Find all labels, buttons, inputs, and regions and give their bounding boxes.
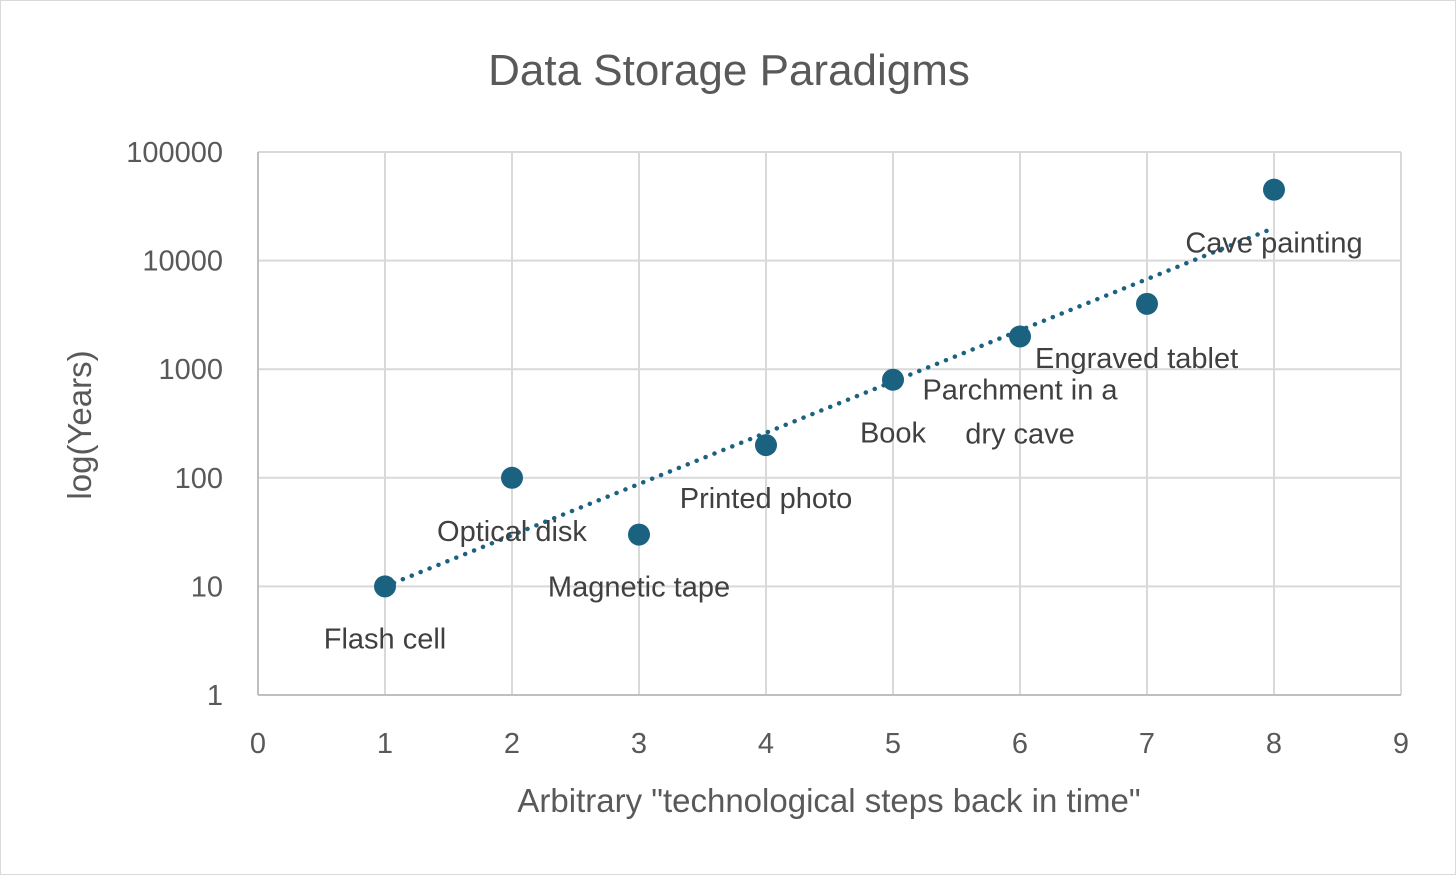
point-label: Magnetic tape (548, 572, 730, 604)
data-point (374, 575, 396, 598)
y-tick-label: 100000 (126, 137, 223, 169)
x-tick-label: 6 (1012, 728, 1028, 760)
x-tick-label: 4 (758, 728, 774, 760)
x-tick-label: 2 (504, 728, 520, 760)
point-labels: Flash cell Optical disk Magnetic tape Print… (324, 228, 1363, 656)
y-tick-label: 1000 (158, 354, 223, 386)
trendline-layer (382, 225, 1277, 589)
point-label-line: Parchment in a (922, 375, 1118, 407)
x-tick-label: 7 (1139, 728, 1155, 760)
data-points (374, 178, 1285, 598)
x-tick-label: 8 (1266, 728, 1282, 760)
y-axis-label: log(Years) (61, 350, 98, 499)
y-tick-label: 1 (207, 680, 223, 712)
chart-title: Data Storage Paradigms (488, 46, 970, 95)
point-label: Flash cell (324, 623, 447, 655)
y-axis-ticks: 1 10 100 1000 10000 100000 (126, 137, 223, 712)
y-tick-label: 10 (191, 571, 223, 603)
data-point (755, 434, 777, 457)
x-tick-label: 0 (250, 728, 266, 760)
data-point (501, 466, 523, 489)
point-label: Optical disk (437, 516, 587, 548)
point-label: Cave painting (1185, 228, 1362, 260)
point-label: Engraved tablet (1035, 343, 1238, 375)
data-point (1136, 292, 1158, 315)
x-tick-label: 9 (1393, 728, 1409, 760)
x-tick-label: 1 (377, 728, 393, 760)
point-label: Printed photo (680, 483, 853, 515)
data-point (882, 368, 904, 391)
x-axis-label: Arbitrary "technological steps back in t… (517, 782, 1140, 819)
x-tick-label: 5 (885, 728, 901, 760)
x-axis-ticks: 0 1 2 3 4 5 6 7 8 9 (250, 728, 1409, 760)
trendline (382, 225, 1277, 589)
point-label-line: dry cave (965, 419, 1075, 451)
data-point (1009, 325, 1031, 348)
y-tick-label: 10000 (142, 246, 223, 278)
x-tick-label: 3 (631, 728, 647, 760)
point-label: Book (860, 418, 927, 450)
grid (257, 151, 1402, 696)
data-point (628, 523, 650, 546)
point-label: Parchment in a dry cave (922, 375, 1118, 451)
data-point (1263, 178, 1285, 201)
y-tick-label: 100 (175, 463, 223, 495)
